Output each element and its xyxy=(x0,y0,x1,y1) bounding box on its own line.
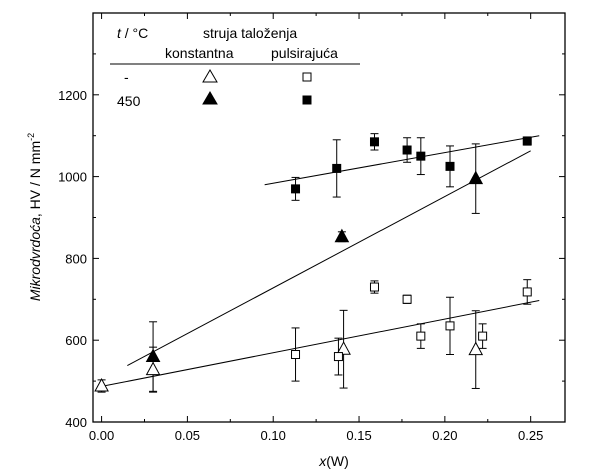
data-point-square-open xyxy=(416,331,426,341)
fit-line xyxy=(127,150,531,366)
data-point-triangle-open xyxy=(336,341,351,355)
data-point-triangle-filled xyxy=(468,170,484,185)
y-tick-label: 400 xyxy=(65,415,87,430)
data-point-square-filled xyxy=(445,161,455,171)
legend-col-pulse: pulsirajuća xyxy=(271,45,338,61)
legend-t-symbol: t xyxy=(117,25,122,41)
data-point-square-open xyxy=(478,331,488,341)
x-axis-label-var: x xyxy=(318,453,327,469)
data-point-square-filled xyxy=(332,163,342,173)
data-point-square-open xyxy=(522,287,532,297)
data-point-square-open xyxy=(333,352,343,362)
legend-row2-temp: 450 xyxy=(117,93,141,109)
legend-marker-square-open xyxy=(302,72,312,82)
data-point-triangle-open xyxy=(145,361,161,376)
y-axis-label-sup: -2 xyxy=(26,133,36,141)
data-point-square-filled xyxy=(402,145,412,155)
y-axis-label-rest: , HV / N mm xyxy=(27,141,43,217)
data-point-square-open xyxy=(445,321,455,331)
legend-t-unit: / °C xyxy=(121,25,148,41)
data-point-square-filled xyxy=(416,151,426,161)
x-tick-label: 0.05 xyxy=(175,428,200,443)
y-tick-label: 800 xyxy=(65,251,87,266)
data-point-square-open xyxy=(291,350,301,360)
data-point-triangle-open xyxy=(468,341,484,356)
data-point-square-filled xyxy=(291,184,301,194)
y-tick-label: 1000 xyxy=(58,170,87,185)
x-axis-label: x(W) xyxy=(318,453,349,469)
legend-temperature-header: t / °C xyxy=(117,25,148,41)
x-axis-ticks: 0.00 0.05 0.10 0.15 0.20 0.25 xyxy=(89,13,543,443)
x-tick-label: 0.15 xyxy=(346,428,371,443)
data-markers xyxy=(94,136,532,392)
error-bars xyxy=(97,133,532,393)
data-point-square-open xyxy=(369,282,379,292)
data-point-triangle-filled xyxy=(334,228,350,243)
legend-marker-square-filled xyxy=(302,95,312,105)
y-axis-label: Mikrodvrdoća, HV / N mm-2 xyxy=(26,133,43,301)
legend-col-constant: konstantna xyxy=(165,45,234,61)
data-point-triangle-open xyxy=(94,377,109,392)
y-axis-ticks: 400 600 800 1000 1200 xyxy=(58,53,565,430)
y-tick-label: 1200 xyxy=(58,88,87,103)
y-axis-label-var: Mikrodvrdoća xyxy=(27,217,43,301)
legend: t / °C struja taloženja konstantna pulsi… xyxy=(110,25,360,109)
data-point-square-open xyxy=(402,294,412,304)
x-tick-label: 0.10 xyxy=(261,428,286,443)
fit-lines xyxy=(101,135,540,387)
fit-line xyxy=(264,135,540,186)
x-tick-label: 0.25 xyxy=(518,428,543,443)
x-tick-label: 0.00 xyxy=(89,428,114,443)
x-tick-label: 0.20 xyxy=(432,428,457,443)
legend-current-header: struja taloženja xyxy=(203,25,297,41)
fit-line xyxy=(101,300,540,387)
data-point-square-filled xyxy=(522,136,532,146)
legend-row1-temp: - xyxy=(124,69,129,85)
legend-marker-triangle-open xyxy=(202,69,218,83)
legend-marker-triangle-filled xyxy=(202,91,218,105)
data-point-square-filled xyxy=(369,137,379,147)
data-point-triangle-filled xyxy=(145,348,161,363)
plot-frame xyxy=(92,12,566,423)
y-tick-label: 600 xyxy=(65,333,87,348)
x-axis-label-rest: (W) xyxy=(326,453,349,469)
